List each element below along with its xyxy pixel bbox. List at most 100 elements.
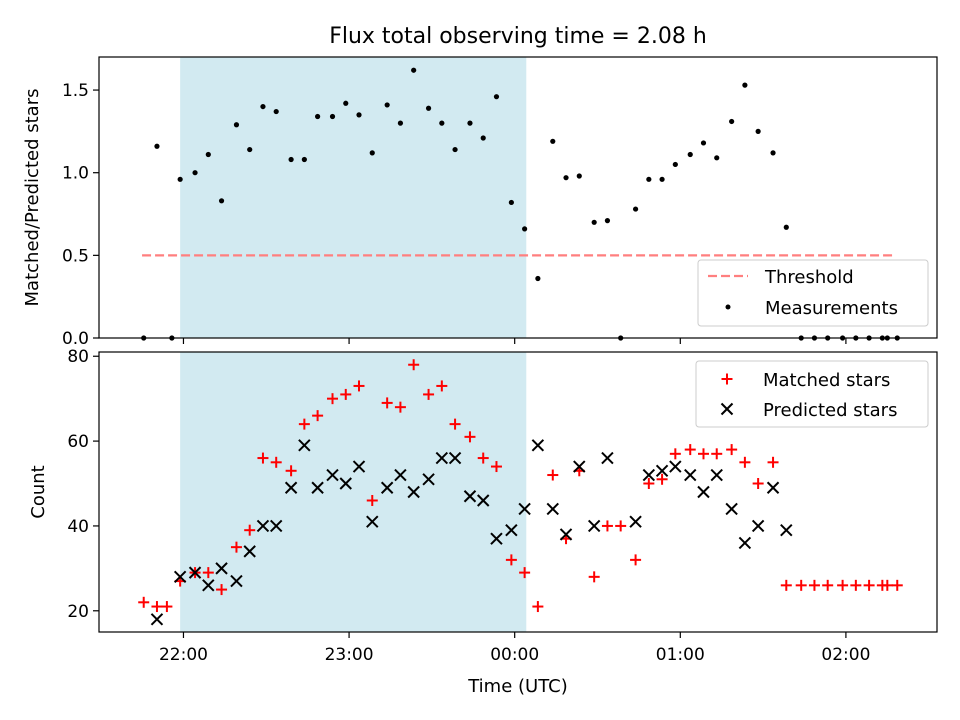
measurement-point: [288, 156, 294, 163]
measurement-point: [233, 122, 240, 128]
top-panel: 0.0 0.5 1.0 1.5 Matched/Predicted stars Thr…: [22, 56, 938, 349]
bottom-panel: 20 40 60 80 22:00 23:00 00:00 01:00 02:00 Count…: [28, 347, 938, 697]
measurement-point: [783, 224, 789, 230]
predicted-point: [766, 481, 780, 494]
predicted-point: [435, 451, 449, 465]
measurement-point: [646, 176, 652, 182]
predicted-point: [629, 515, 642, 528]
matched-point: [684, 444, 696, 456]
measurement-point: [218, 198, 225, 204]
matched-point: [477, 452, 489, 464]
predicted-point: [531, 439, 545, 452]
matched-point: [216, 584, 228, 596]
marker-stroke: [366, 515, 379, 528]
matched-point: [547, 469, 559, 481]
predicted-point: [394, 468, 407, 482]
marker-stroke: [751, 519, 765, 533]
marker-stroke: [173, 570, 187, 584]
top-y-axis-label: Matched/Predicted stars: [22, 89, 43, 307]
matched-point: [863, 579, 875, 591]
predicted-point: [422, 473, 435, 486]
measurement-point: [729, 118, 735, 125]
top-x-ticks: [182, 338, 847, 344]
legend-plus-marker: [721, 373, 733, 385]
matched-point: [436, 380, 448, 392]
predicted-point: [188, 566, 202, 579]
predicted-point: [311, 481, 324, 494]
y-tick-label: 1.0: [62, 164, 89, 184]
matched-point: [891, 579, 903, 591]
marker-stroke: [230, 574, 243, 588]
measurement-point: [177, 176, 183, 182]
matched-point: [423, 388, 435, 400]
marker-stroke: [559, 528, 573, 541]
measurement-point: [687, 151, 693, 158]
bottom-x-ticks: 22:00 23:00 00:00 01:00 02:00: [159, 632, 870, 665]
measurement-point: [356, 112, 362, 118]
matched-point: [270, 456, 282, 468]
measurement-point: [192, 170, 198, 176]
predicted-point: [642, 468, 656, 482]
marker-stroke: [697, 485, 710, 499]
y-tick-label: 20: [67, 602, 89, 622]
marker-stroke: [587, 519, 601, 533]
predicted-point: [573, 460, 586, 473]
marker-stroke: [477, 494, 490, 507]
predicted-point: [173, 570, 187, 584]
marker-stroke: [490, 532, 503, 545]
measurement-point: [550, 138, 556, 144]
measurement-point: [397, 120, 404, 126]
marker-stroke: [505, 523, 518, 537]
matched-point: [519, 567, 531, 579]
y-tick-label: 40: [67, 517, 89, 537]
predicted-point: [684, 468, 697, 482]
matched-point: [490, 461, 502, 473]
matched-point: [312, 410, 324, 422]
matched-point: [257, 452, 269, 464]
marker-stroke: [710, 468, 723, 482]
matched-point: [449, 418, 461, 430]
matched-point: [353, 380, 365, 392]
measurement-point: [411, 67, 417, 73]
x-tick-label: 01:00: [656, 645, 705, 665]
marker-stroke: [311, 481, 324, 494]
predicted-point: [559, 528, 573, 541]
measurements-series: [141, 67, 900, 341]
predicted-point: [780, 523, 793, 537]
predicted-point: [751, 519, 765, 533]
marker-stroke: [601, 451, 614, 465]
marker-stroke: [243, 545, 256, 558]
marker-stroke: [422, 473, 435, 486]
predicted-point: [298, 439, 311, 452]
predicted-point: [326, 468, 339, 482]
marker-stroke: [766, 481, 780, 494]
legend-measurements-label: Measurements: [765, 298, 898, 319]
measurement-point: [700, 140, 707, 146]
marker-stroke: [684, 468, 697, 482]
y-tick-label: 0.5: [62, 246, 89, 266]
marker-stroke: [435, 451, 449, 465]
legend-matched-label: Matched stars: [763, 370, 890, 391]
matched-point: [669, 448, 681, 460]
matched-point: [151, 601, 163, 613]
y-tick-label: 0.0: [62, 329, 89, 349]
predicted-point: [490, 532, 503, 545]
measurement-point: [508, 199, 514, 206]
observing-window-top: [180, 57, 527, 338]
bottom-y-ticks: 20 40 60 80: [67, 347, 99, 622]
measurement-point: [205, 151, 211, 158]
measurement-point: [301, 156, 307, 163]
marker-stroke: [531, 439, 545, 452]
predicted-point: [448, 451, 462, 465]
matched-point: [408, 359, 420, 371]
marker-stroke: [546, 502, 559, 516]
predicted-point: [150, 613, 164, 626]
measurement-point: [672, 161, 678, 168]
measurement-point: [343, 100, 349, 106]
matched-point: [615, 520, 627, 532]
matched-point: [837, 579, 849, 591]
measurement-point: [535, 275, 541, 282]
matched-point: [808, 579, 820, 591]
matched-point: [630, 554, 642, 566]
